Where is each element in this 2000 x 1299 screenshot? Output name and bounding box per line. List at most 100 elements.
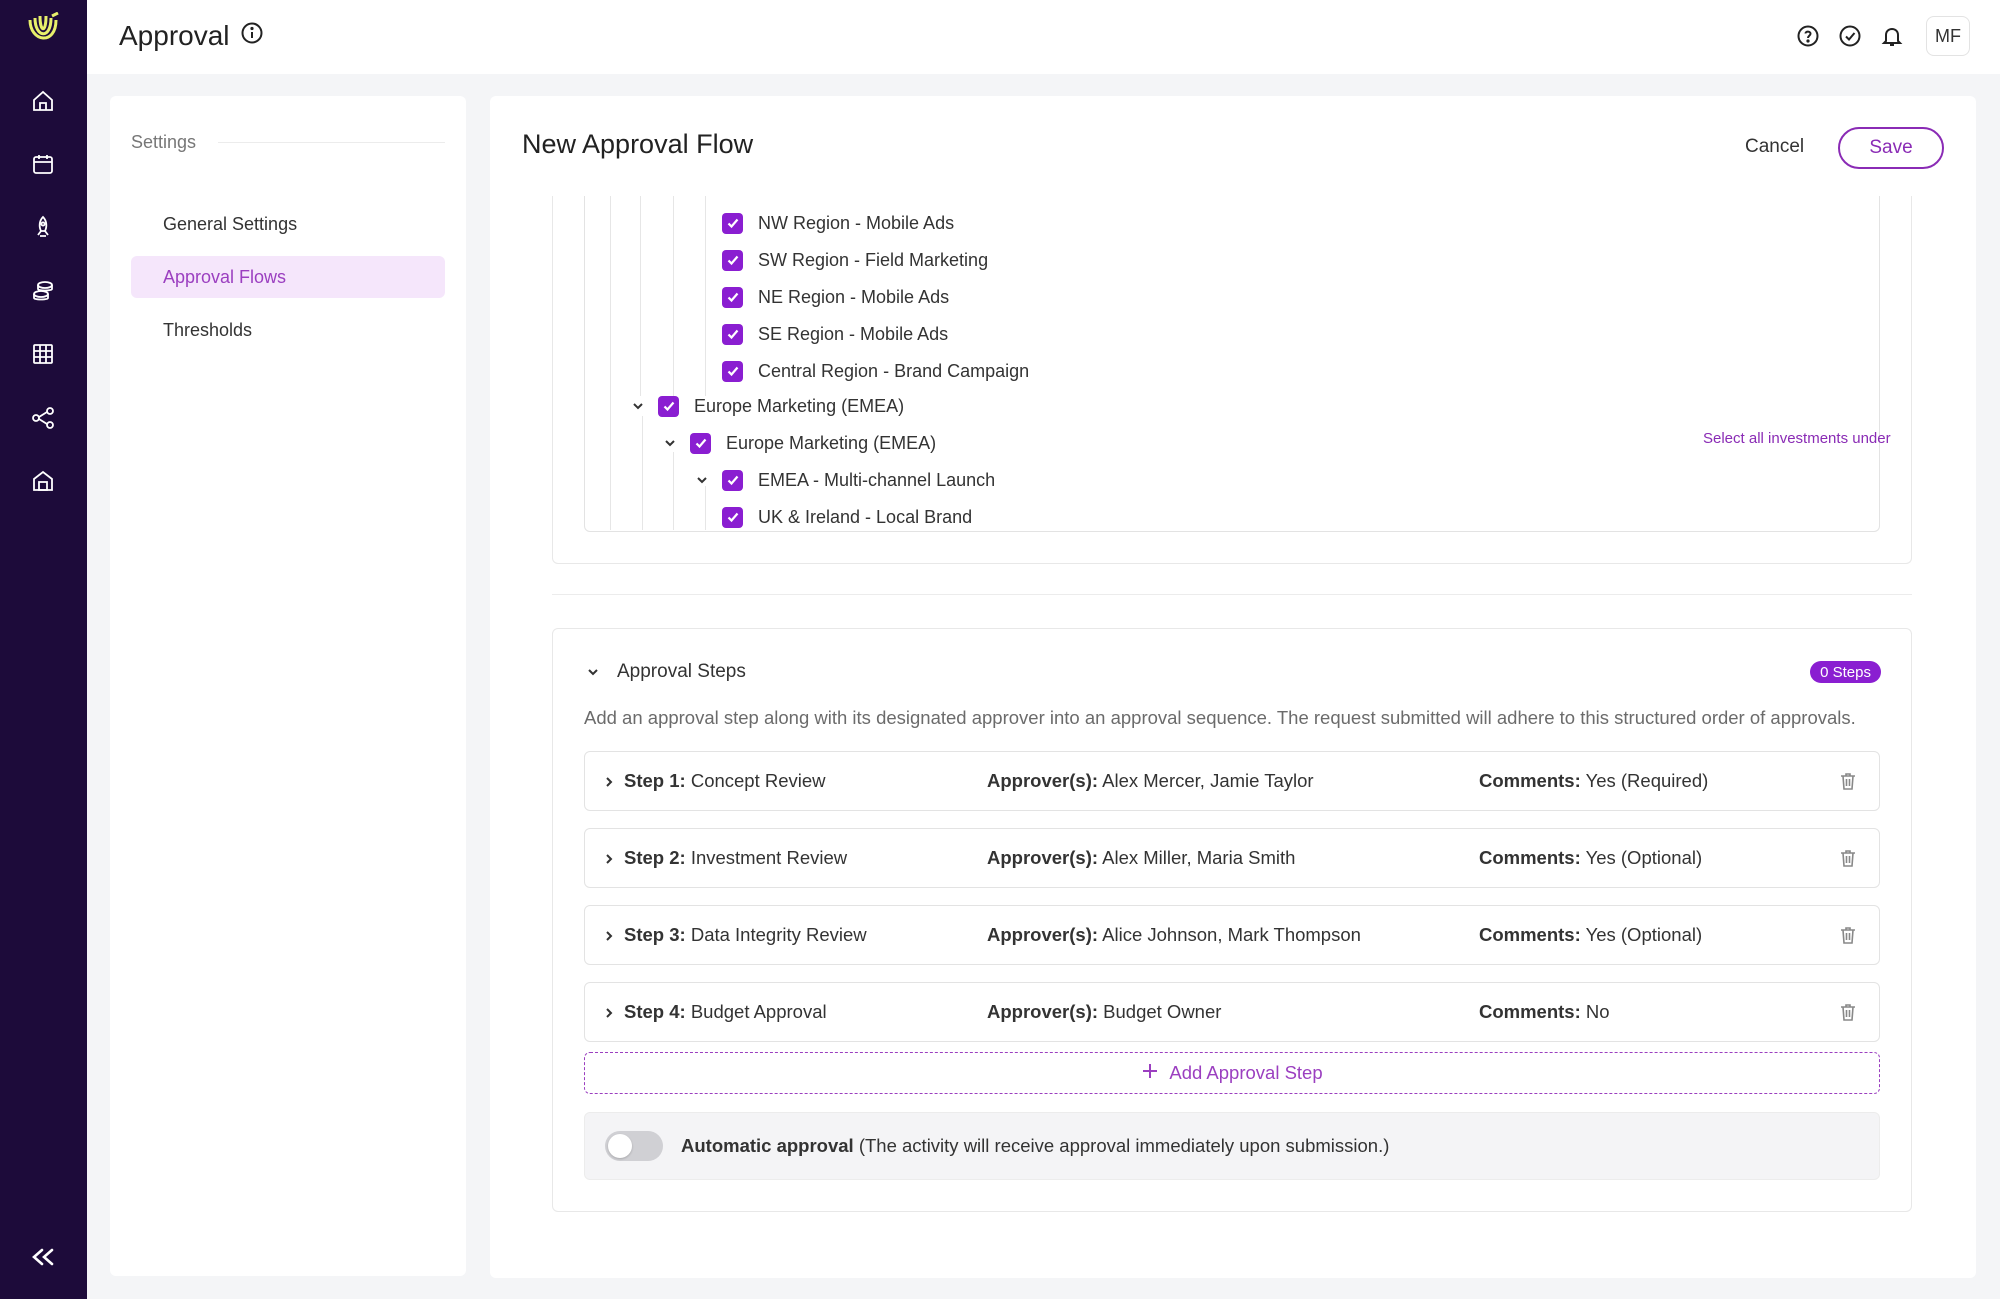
home-icon[interactable] [26,84,60,118]
chevron-down-icon[interactable] [660,433,680,453]
tree-node[interactable]: UK & Ireland - Local Brand [722,502,972,532]
tree-node[interactable]: Europe Marketing (EMEA) [628,391,904,421]
help-icon[interactable] [1794,22,1822,50]
checkbox-checked[interactable] [722,212,743,234]
step-approvers: Approver(s): Budget Owner [987,1001,1222,1022]
tree-guide-line [673,196,674,396]
tree-guide-line [673,452,674,530]
info-icon[interactable] [240,20,264,52]
share-icon[interactable] [26,401,60,435]
tree-guide-line [705,486,706,530]
checkbox-checked[interactable] [690,432,711,454]
collapse-rail-icon[interactable] [24,1238,62,1276]
settings-item-approval-flows[interactable]: Approval Flows [131,256,445,298]
chevron-right-icon[interactable] [599,772,619,792]
tree-node[interactable]: Central Region - Brand Campaign [722,356,1029,386]
select-all-investments-link[interactable]: Select all investments under [1703,430,1891,447]
step-comments: Comments: Yes (Optional) [1479,924,1703,945]
checkbox-checked[interactable] [722,249,743,271]
chevron-down-icon[interactable] [583,662,603,682]
tree-guide-line [610,196,611,530]
nav-rail [0,0,87,1299]
step-approvers: Approver(s): Alex Mercer, Jamie Taylor [987,770,1314,791]
table-icon[interactable] [26,337,60,371]
tree-node-label: Europe Marketing (EMEA) [726,432,937,453]
trash-icon[interactable] [1836,846,1860,870]
approval-steps-header[interactable]: Approval Steps [583,661,746,683]
check-circle-icon[interactable] [1836,22,1864,50]
cancel-button[interactable]: Cancel [1745,136,1805,157]
bell-icon[interactable] [1878,22,1906,50]
tree-node[interactable]: Europe Marketing (EMEA) [660,428,936,458]
settings-item-thresholds[interactable]: Thresholds [163,319,253,340]
settings-heading-row: Settings [131,132,445,153]
coins-icon[interactable] [26,274,60,308]
user-avatar[interactable]: MF [1926,16,1970,56]
brand-logo[interactable] [22,11,64,54]
tree-guide-line [705,196,706,396]
approval-step-row[interactable]: Step 1: Concept Review Approver(s): Alex… [584,751,1880,811]
tree-guide-line [640,196,641,396]
rocket-icon[interactable] [26,210,60,244]
checkbox-checked[interactable] [658,395,679,417]
chevron-down-icon[interactable] [628,396,648,416]
chevron-right-icon[interactable] [599,849,619,869]
step-comments: Comments: Yes (Optional) [1479,847,1703,868]
trash-icon[interactable] [1836,769,1860,793]
checkbox-checked[interactable] [722,323,743,345]
investment-tree[interactable] [584,196,1880,532]
add-approval-step-label: Add Approval Step [1169,1062,1323,1083]
automatic-approval-note: (The activity will receive approval imme… [858,1135,1390,1156]
save-button[interactable]: Save [1838,127,1944,169]
checkbox-checked[interactable] [722,506,743,528]
settings-heading-divider [218,142,445,143]
step-name: Step 1: Concept Review [624,770,826,791]
tree-node[interactable]: EMEA - Multi-channel Launch [692,465,995,495]
step-comments: Comments: Yes (Required) [1479,770,1709,791]
investment-section [552,196,1912,564]
chevron-right-icon[interactable] [599,926,619,946]
approval-steps-title: Approval Steps [617,661,746,682]
automatic-approval-row: Automatic approval (The activity will re… [584,1112,1880,1180]
settings-heading: Settings [131,132,197,152]
settings-item-general[interactable]: General Settings [163,213,298,234]
checkbox-checked[interactable] [722,286,743,308]
tree-node-label: UK & Ireland - Local Brand [758,506,973,527]
plus-icon [1141,1062,1159,1085]
tree-node-label: Europe Marketing (EMEA) [694,395,905,416]
step-comments: Comments: No [1479,1001,1610,1022]
tree-node[interactable]: NE Region - Mobile Ads [722,282,949,312]
automatic-approval-toggle[interactable] [605,1131,663,1161]
add-approval-step-button[interactable]: Add Approval Step [584,1052,1880,1094]
chevron-right-icon[interactable] [599,1003,619,1023]
checkbox-checked[interactable] [722,469,743,491]
tree-node[interactable]: NW Region - Mobile Ads [722,208,954,238]
trash-icon[interactable] [1836,923,1860,947]
tree-node-label: NE Region - Mobile Ads [758,286,950,307]
page-title-group: Approval [119,20,264,52]
automatic-approval-label: Automatic approval [681,1135,854,1156]
step-name: Step 3: Data Integrity Review [624,924,867,945]
page-title: Approval [119,20,230,51]
approval-steps-description: Add an approval step along with its desi… [584,707,1856,728]
step-approvers: Approver(s): Alex Miller, Maria Smith [987,847,1296,868]
settings-sidebar: Settings General Settings Approval Flows… [110,96,466,1276]
tree-node-label: NW Region - Mobile Ads [758,212,955,233]
section-divider [552,594,1912,595]
trash-icon[interactable] [1836,1000,1860,1024]
calendar-icon[interactable] [26,147,60,181]
top-bar: Approval MF [87,0,2000,74]
approval-step-row[interactable]: Step 2: Investment Review Approver(s): A… [584,828,1880,888]
step-name: Step 2: Investment Review [624,847,848,868]
tree-node[interactable]: SE Region - Mobile Ads [722,319,948,349]
approval-step-row[interactable]: Step 4: Budget Approval Approver(s): Bud… [584,982,1880,1042]
checkbox-checked[interactable] [722,360,743,382]
warehouse-icon[interactable] [26,464,60,498]
approval-step-row[interactable]: Step 3: Data Integrity Review Approver(s… [584,905,1880,965]
chevron-down-icon[interactable] [692,470,712,490]
step-name: Step 4: Budget Approval [624,1001,827,1022]
step-approvers: Approver(s): Alice Johnson, Mark Thompso… [987,924,1361,945]
tree-node[interactable]: SW Region - Field Marketing [722,245,988,275]
tree-node-label: Central Region - Brand Campaign [758,360,1030,381]
tree-guide-line [642,416,643,530]
